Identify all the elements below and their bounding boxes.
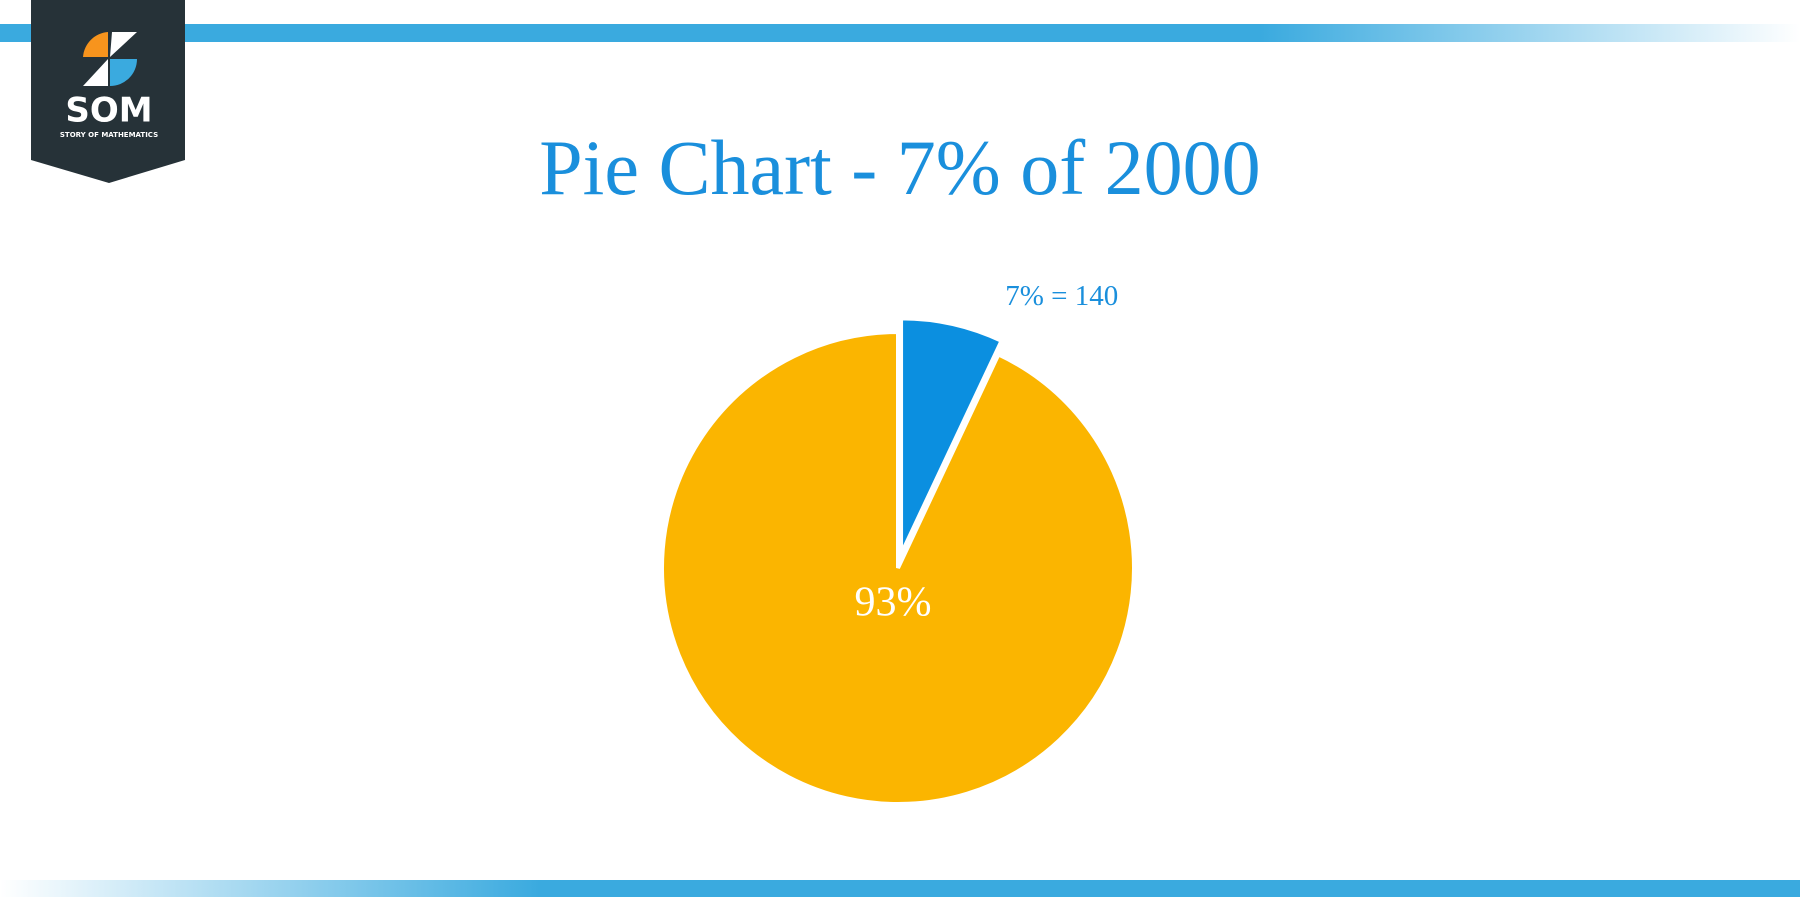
logo-subtitle: STORY OF MATHEMATICS	[60, 131, 158, 139]
bottom-bar	[0, 880, 1800, 897]
logo-text: SOM	[65, 91, 152, 131]
logo-icon	[83, 32, 108, 57]
data-label: 7% = 140	[1005, 280, 1118, 312]
logo-badge	[31, 0, 185, 183]
top-bar	[0, 24, 1800, 42]
logo-icon	[110, 59, 137, 86]
logo-icon	[83, 32, 137, 86]
chart-title: Pie Chart - 7% of 2000	[539, 124, 1260, 211]
logo: SOM STORY OF MATHEMATICS	[31, 0, 185, 183]
pie-slice	[899, 316, 1005, 556]
pie-slice	[660, 329, 1136, 806]
data-label: 93%	[855, 580, 932, 626]
